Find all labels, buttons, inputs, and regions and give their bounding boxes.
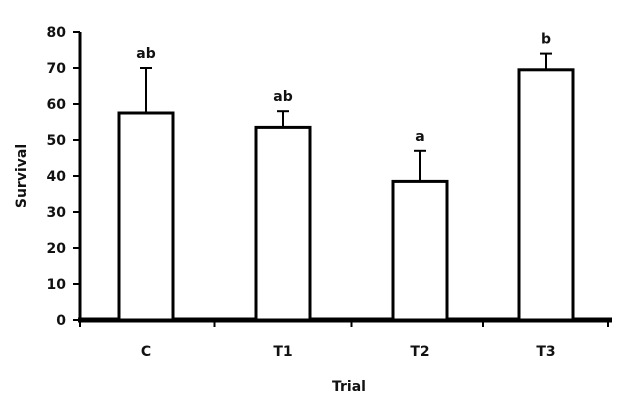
y-tick-label: 30 bbox=[47, 205, 67, 221]
y-tick-label: 60 bbox=[47, 97, 67, 113]
y-tick-label: 40 bbox=[47, 169, 67, 185]
y-tick-label: 70 bbox=[47, 61, 67, 77]
significance-label-c: ab bbox=[136, 46, 155, 62]
bar-t2 bbox=[391, 179, 449, 322]
significance-label-t2: a bbox=[415, 129, 424, 145]
y-tick-label: 0 bbox=[56, 313, 66, 329]
y-tick-label: 10 bbox=[47, 277, 67, 293]
significance-label-t1: ab bbox=[273, 89, 292, 105]
x-category-label-c: C bbox=[141, 344, 151, 360]
bar-c bbox=[117, 111, 175, 322]
significance-label-t3: b bbox=[541, 32, 551, 48]
x-category-label-t1: T1 bbox=[273, 344, 292, 360]
error-bars bbox=[140, 52, 552, 182]
y-axis-title: Survival bbox=[14, 144, 30, 208]
x-category-label-t3: T3 bbox=[536, 344, 555, 360]
bars bbox=[117, 68, 575, 322]
y-tick-label: 80 bbox=[47, 25, 67, 41]
bar-t1 bbox=[254, 125, 312, 322]
bar-t3 bbox=[517, 68, 575, 322]
y-tick-label: 50 bbox=[47, 133, 67, 149]
x-axis: C T1 T2 T3 bbox=[78, 317, 612, 360]
y-tick-label: 20 bbox=[47, 241, 67, 257]
x-axis-title: Trial bbox=[332, 379, 366, 395]
y-axis: 0 10 20 30 40 50 60 70 80 bbox=[47, 25, 82, 329]
x-category-label-t2: T2 bbox=[410, 344, 429, 360]
